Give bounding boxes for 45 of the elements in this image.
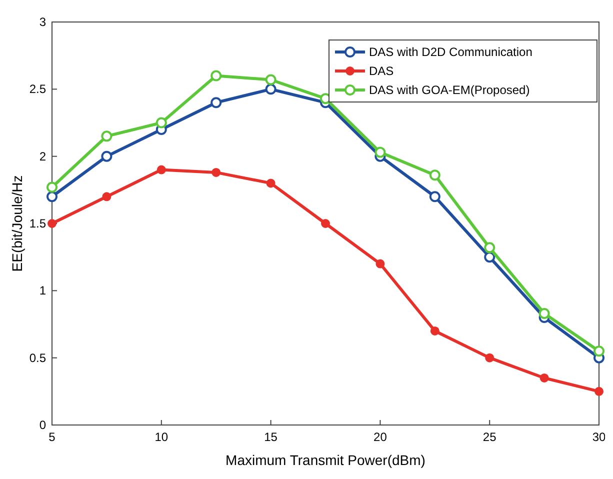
point <box>538 308 550 320</box>
point <box>265 84 276 95</box>
point <box>265 74 276 86</box>
point <box>484 242 496 254</box>
point <box>101 150 112 162</box>
x-tick-label: 15 <box>264 430 278 444</box>
point <box>210 97 222 108</box>
point <box>156 117 167 128</box>
point <box>594 386 604 396</box>
y-axis-title: EE(bit/Joule/Hz <box>9 175 25 272</box>
x-tick-label: 30 <box>592 430 606 444</box>
y-tick-label: 1.5 <box>29 216 46 230</box>
y-tick-label: 0.5 <box>29 350 46 365</box>
point <box>102 192 112 202</box>
legend-label: DAS with D2D Communication <box>369 45 532 59</box>
x-tick-label: 25 <box>482 430 497 444</box>
point <box>46 191 58 202</box>
point <box>429 191 440 202</box>
point <box>212 168 221 177</box>
y-tick-label: 1 <box>39 284 46 298</box>
y-tick-label: 2 <box>39 149 46 164</box>
point <box>540 373 549 382</box>
y-tick-label: 0 <box>39 418 46 432</box>
point <box>484 252 496 263</box>
x-tick-label: 10 <box>154 430 168 444</box>
y-tick-label: 2.5 <box>29 82 46 96</box>
point <box>266 178 276 188</box>
point <box>376 259 385 268</box>
point <box>374 146 386 158</box>
x-tick-label: 5 <box>48 430 56 444</box>
point <box>429 170 440 181</box>
x-tick-label: 20 <box>374 430 388 444</box>
legend-label: DAS <box>369 64 394 78</box>
point <box>321 219 330 228</box>
point <box>46 182 58 193</box>
point <box>594 346 604 357</box>
point <box>430 326 440 336</box>
point <box>485 353 494 362</box>
point <box>156 165 166 174</box>
point <box>101 130 112 142</box>
point <box>210 70 222 82</box>
point <box>48 219 56 228</box>
y-tick-label: 3 <box>39 15 46 29</box>
x-axis-title: Maximum Transmit Power(dBm) <box>226 452 426 468</box>
legend-label: DAS with GOA-EM(Proposed) <box>369 83 530 97</box>
